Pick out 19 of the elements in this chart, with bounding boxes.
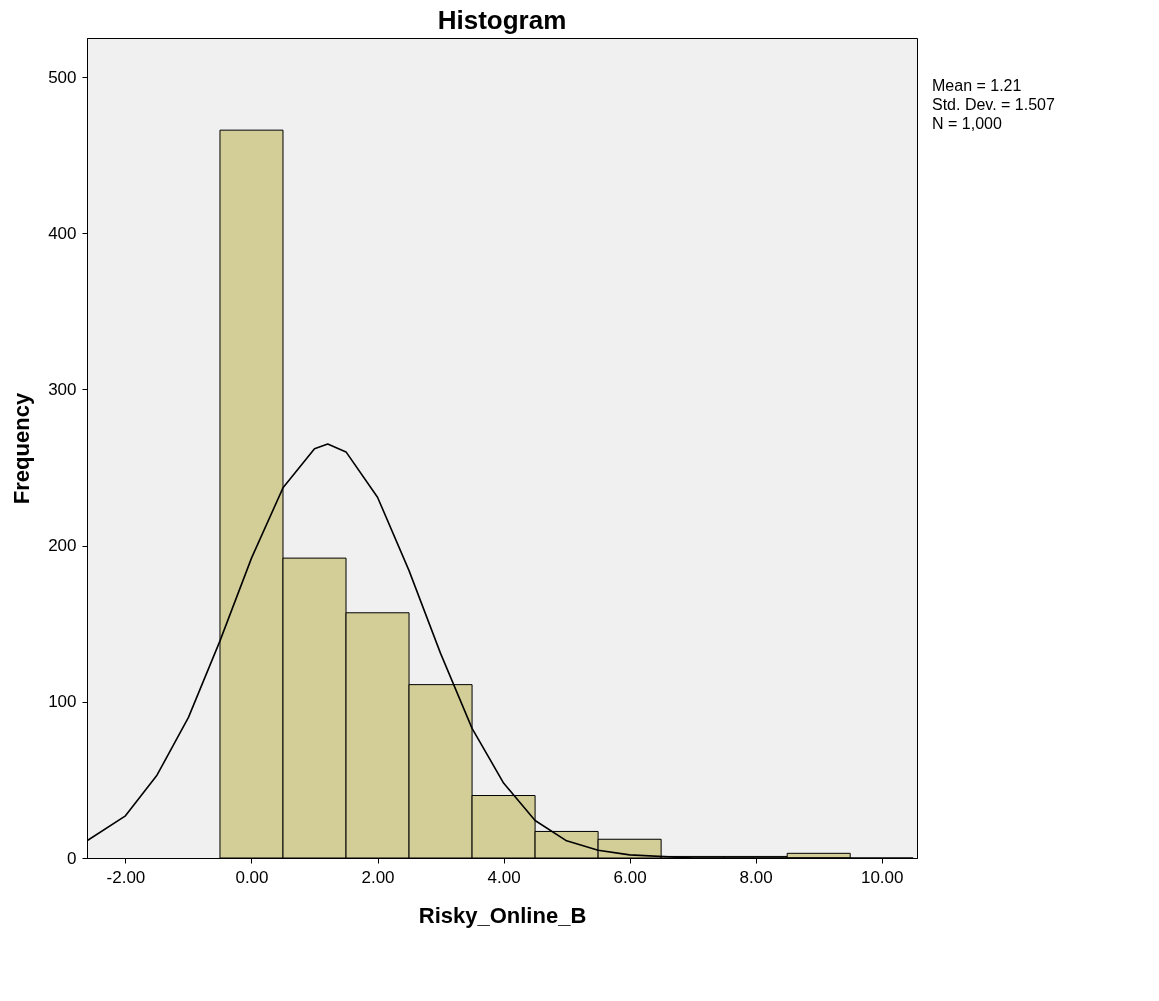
- text: Std. Dev. = 1.507: [932, 96, 1055, 113]
- y-tick-label: 500: [48, 67, 77, 87]
- y-axis-title: Frequency: [9, 392, 35, 505]
- x-tick-label: 0.00: [235, 867, 269, 887]
- x-tick-label: 4.00: [487, 867, 521, 887]
- y-tick-label: 400: [48, 223, 77, 243]
- x-tick-label: 8.00: [739, 867, 773, 887]
- x-tick-label: 2.00: [361, 867, 395, 887]
- y-tick-label: 100: [48, 692, 77, 712]
- chart-title: Histogram: [437, 5, 567, 35]
- x-tick-label: -2.00: [106, 867, 146, 887]
- x-axis-title: Risky_Online_B: [418, 902, 587, 928]
- x-tick-label: 10.00: [860, 867, 904, 887]
- y-tick-label: 0: [67, 848, 77, 868]
- text: Mean = 1.21: [932, 77, 1022, 94]
- y-tick-label: 300: [48, 379, 77, 399]
- text: N = 1,000: [932, 115, 1002, 132]
- y-tick-label: 200: [48, 536, 77, 556]
- x-tick-label: 6.00: [613, 867, 647, 887]
